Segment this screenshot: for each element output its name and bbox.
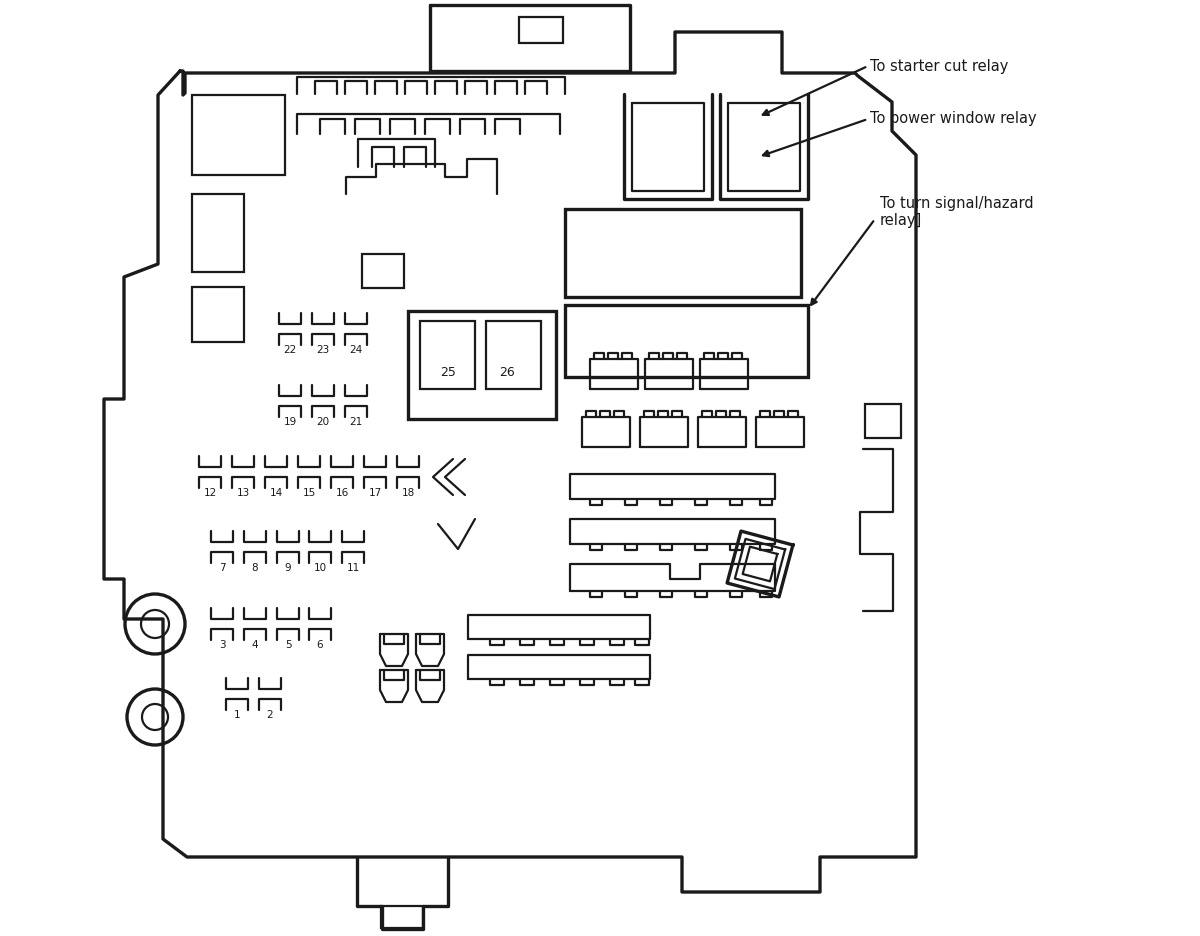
Text: To turn signal/hazard
relay]: To turn signal/hazard relay]	[880, 196, 1033, 228]
Bar	[420, 322, 475, 389]
Bar	[565, 210, 802, 298]
Text: 7: 7	[218, 563, 226, 573]
Text: 19: 19	[283, 417, 296, 427]
Bar	[520, 18, 563, 44]
Text: 12: 12	[203, 488, 217, 497]
Text: 2: 2	[266, 709, 274, 719]
Text: 5: 5	[284, 639, 292, 650]
Text: To power window relay: To power window relay	[870, 110, 1037, 125]
Text: 14: 14	[269, 488, 283, 497]
Bar	[192, 95, 286, 176]
Text: 11: 11	[347, 563, 360, 573]
Bar	[865, 404, 901, 439]
Text: 16: 16	[335, 488, 349, 497]
Text: 18: 18	[401, 488, 415, 497]
Bar	[192, 195, 244, 272]
Text: 21: 21	[349, 417, 362, 427]
Bar	[382, 906, 424, 928]
Bar	[408, 312, 556, 419]
Text: 10: 10	[313, 563, 326, 573]
Text: 23: 23	[317, 344, 330, 355]
Text: 20: 20	[317, 417, 330, 427]
Text: 26: 26	[499, 365, 515, 378]
Bar	[565, 306, 808, 377]
Bar	[362, 255, 404, 288]
Text: 17: 17	[368, 488, 382, 497]
Text: 22: 22	[283, 344, 296, 355]
Text: 9: 9	[284, 563, 292, 573]
Text: 25: 25	[440, 365, 456, 378]
Text: 15: 15	[302, 488, 316, 497]
Text: 24: 24	[349, 344, 362, 355]
Text: 6: 6	[317, 639, 323, 650]
Text: 4: 4	[252, 639, 258, 650]
Bar	[486, 322, 541, 389]
Text: 8: 8	[252, 563, 258, 573]
Text: 1: 1	[234, 709, 240, 719]
Text: 3: 3	[218, 639, 226, 650]
Text: To starter cut relay: To starter cut relay	[870, 60, 1008, 75]
Text: 13: 13	[236, 488, 250, 497]
Bar	[192, 287, 244, 343]
